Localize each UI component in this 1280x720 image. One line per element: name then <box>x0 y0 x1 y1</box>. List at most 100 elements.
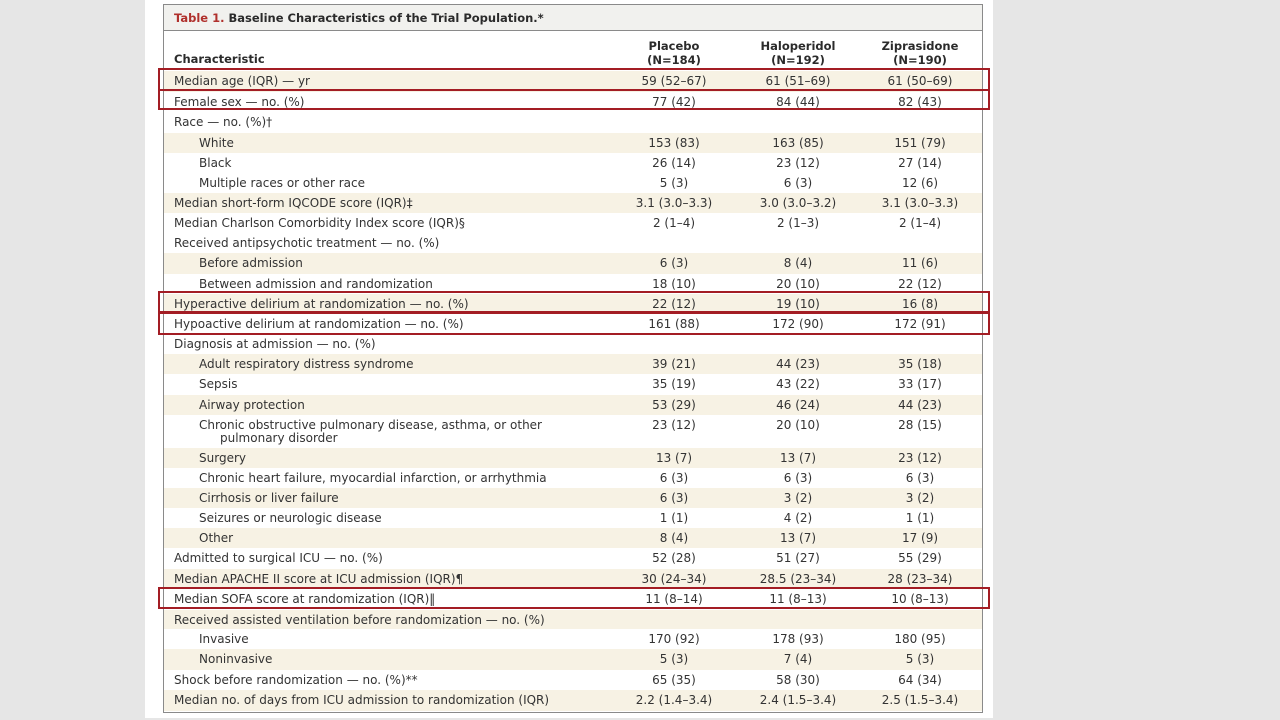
row-label: White <box>199 136 234 150</box>
haloperidol-value: 178 (93) <box>772 632 824 646</box>
placebo-value: 6 (3) <box>659 491 689 505</box>
ziprasidone-value: 2.5 (1.5–3.4) <box>881 693 959 707</box>
ziprasidone-value: 172 (91) <box>894 317 946 331</box>
row-label: Noninvasive <box>199 652 273 666</box>
haloperidol-value: 2 (1–3) <box>776 216 820 230</box>
table-row: Surgery 13 (7) 13 (7) 23 (12) <box>164 448 982 468</box>
haloperidol-value: 44 (23) <box>776 357 820 371</box>
table-row: Hyperactive delirium at randomization — … <box>164 294 982 314</box>
table-row: Admitted to surgical ICU — no. (%) 52 (28… <box>164 548 982 569</box>
ziprasidone-value: 22 (12) <box>898 277 942 291</box>
haloperidol-value: 84 (44) <box>776 95 820 109</box>
header-placebo-n: (N=184) <box>647 53 701 67</box>
ziprasidone-value: 23 (12) <box>898 451 942 465</box>
row-label: Airway protection <box>199 398 305 412</box>
haloperidol-value: 4 (2) <box>783 511 813 525</box>
table-row: Median SOFA score at randomization (IQR)… <box>164 589 982 610</box>
row-label: Other <box>199 531 234 545</box>
placebo-value: 26 (14) <box>652 156 696 170</box>
placebo-value: 18 (10) <box>652 277 696 291</box>
placebo-value: 6 (3) <box>659 256 689 270</box>
table-row: Black 26 (14) 23 (12) 27 (14) <box>164 153 982 173</box>
haloperidol-value: 3 (2) <box>783 491 813 505</box>
table-row: Airway protection 53 (29) 46 (24) 44 (23) <box>164 395 982 415</box>
table-row: White 153 (83) 163 (85) 151 (79) <box>164 133 982 153</box>
row-label: Chronic obstructive pulmonary disease, a… <box>199 418 542 432</box>
placebo-value: 6 (3) <box>659 471 689 485</box>
haloperidol-value: 11 (8–13) <box>769 592 827 606</box>
placebo-value: 2.2 (1.4–3.4) <box>635 693 713 707</box>
haloperidol-value: 23 (12) <box>776 156 820 170</box>
row-label: Black <box>199 156 232 170</box>
haloperidol-value: 8 (4) <box>783 256 813 270</box>
row-label: Race — no. (%)† <box>174 115 273 129</box>
header-haloperidol-name: Haloperidol <box>760 39 836 53</box>
ziprasidone-value: 61 (50–69) <box>887 74 953 88</box>
placebo-value: 2 (1–4) <box>652 216 696 230</box>
haloperidol-value: 58 (30) <box>776 673 820 687</box>
row-label: Sepsis <box>199 377 238 391</box>
row-label: Between admission and randomization <box>199 277 433 291</box>
haloperidol-value: 2.4 (1.5–3.4) <box>759 693 837 707</box>
ziprasidone-value: 3.1 (3.0–3.3) <box>881 196 959 210</box>
haloperidol-value: 19 (10) <box>776 297 820 311</box>
ziprasidone-value: 82 (43) <box>898 95 942 109</box>
table-row: Before admission 6 (3) 8 (4) 11 (6) <box>164 253 982 274</box>
placebo-value: 5 (3) <box>659 176 689 190</box>
table-row: Seizures or neurologic disease 1 (1) 4 (2)… <box>164 508 982 528</box>
haloperidol-value: 6 (3) <box>783 176 813 190</box>
ziprasidone-value: 151 (79) <box>894 136 946 150</box>
ziprasidone-value: 44 (23) <box>898 398 942 412</box>
row-label: Female sex — no. (%) <box>174 95 305 109</box>
ziprasidone-value: 6 (3) <box>905 471 935 485</box>
placebo-value: 52 (28) <box>652 551 696 565</box>
header-ziprasidone: Ziprasidone (N=190) <box>860 39 980 67</box>
row-label: Received assisted ventilation before ran… <box>174 613 545 627</box>
row-label: Hypoactive delirium at randomization — n… <box>174 317 464 331</box>
header-placebo: Placebo (N=184) <box>614 39 734 67</box>
ziprasidone-value: 12 (6) <box>901 176 939 190</box>
table-row: Noninvasive 5 (3) 7 (4) 5 (3) <box>164 649 982 670</box>
table-row: Chronic obstructive pulmonary disease, a… <box>164 415 982 448</box>
row-label: Median Charlson Comorbidity Index score … <box>174 216 465 230</box>
row-label: Median age (IQR) — yr <box>174 74 310 88</box>
table-caption: Baseline Characteristics of the Trial Po… <box>228 11 544 25</box>
placebo-value: 53 (29) <box>652 398 696 412</box>
table-row: Chronic heart failure, myocardial infarc… <box>164 468 982 488</box>
table-row: Received assisted ventilation before ran… <box>164 610 982 629</box>
row-label: Shock before randomization — no. (%)** <box>174 673 418 687</box>
ziprasidone-value: 3 (2) <box>905 491 935 505</box>
haloperidol-value: 163 (85) <box>772 136 824 150</box>
row-label: Median no. of days from ICU admission to… <box>174 693 550 707</box>
ziprasidone-value: 28 (15) <box>898 418 942 432</box>
table-row: Adult respiratory distress syndrome 39 (2… <box>164 354 982 374</box>
table-row: Invasive 170 (92) 178 (93) 180 (95) <box>164 629 982 649</box>
haloperidol-value: 3.0 (3.0–3.2) <box>759 196 837 210</box>
table-label: Table 1. <box>174 11 225 25</box>
table-row: Multiple races or other race 5 (3) 6 (3) 12… <box>164 173 982 193</box>
row-label: Chronic heart failure, myocardial infarc… <box>199 471 547 485</box>
placebo-value: 65 (35) <box>652 673 696 687</box>
table-row: Median no. of days from ICU admission to… <box>164 690 982 711</box>
placebo-value: 3.1 (3.0–3.3) <box>635 196 713 210</box>
haloperidol-value: 13 (7) <box>779 531 817 545</box>
haloperidol-value: 13 (7) <box>779 451 817 465</box>
baseline-table: Table 1. Baseline Characteristics of the… <box>163 4 983 713</box>
placebo-value: 170 (92) <box>648 632 700 646</box>
row-label: Cirrhosis or liver failure <box>199 491 339 505</box>
row-label: Hyperactive delirium at randomization — … <box>174 297 469 311</box>
table-row: Shock before randomization — no. (%)** 65… <box>164 670 982 690</box>
haloperidol-value: 61 (51–69) <box>765 74 831 88</box>
placebo-value: 23 (12) <box>652 418 696 432</box>
placebo-value: 30 (24–34) <box>641 572 707 586</box>
ziprasidone-value: 17 (9) <box>901 531 939 545</box>
ziprasidone-value: 180 (95) <box>894 632 946 646</box>
ziprasidone-value: 5 (3) <box>905 652 935 666</box>
placebo-value: 153 (83) <box>648 136 700 150</box>
placebo-value: 59 (52–67) <box>641 74 707 88</box>
row-label: Received antipsychotic treatment — no. (… <box>174 236 440 250</box>
haloperidol-value: 46 (24) <box>776 398 820 412</box>
row-label: Surgery <box>199 451 246 465</box>
table-row: Median age (IQR) — yr 59 (52–67) 61 (51–69… <box>164 71 982 92</box>
header-ziprasidone-name: Ziprasidone <box>881 39 959 53</box>
